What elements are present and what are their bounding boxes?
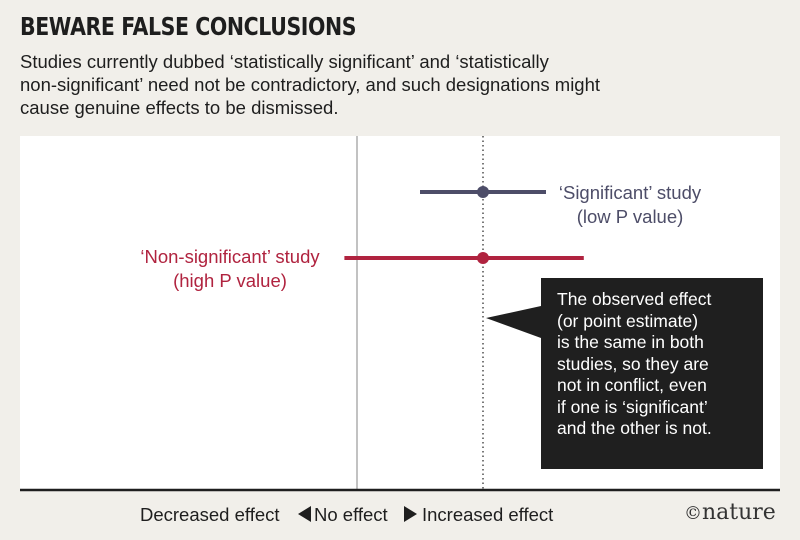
non-significant-study-pvalue: (high P value) [173, 270, 287, 291]
annotation-line: and the other is not. [557, 418, 712, 438]
nature-logo: ©nature [684, 500, 776, 525]
chart-title: BEWARE FALSE CONCLUSIONS [20, 12, 357, 41]
brand-name: nature [702, 500, 776, 525]
triangle-right-icon [404, 506, 417, 522]
non-significant-study-name: ‘Non-significant’ study [140, 246, 320, 267]
annotation-line: not in conflict, even [557, 375, 707, 395]
point-estimate-0 [477, 186, 489, 198]
annotation-line: if one is ‘significant’ [557, 396, 708, 417]
annotation-line: The observed effect [557, 289, 712, 309]
annotation-callout: The observed effect (or point estimate) … [541, 278, 763, 469]
significant-study-pvalue: (low P value) [576, 206, 684, 227]
x-tick-decreased: Decreased effect [140, 504, 280, 525]
significant-study-name: ‘Significant’ study [558, 182, 702, 203]
copyright-symbol: © [684, 503, 702, 524]
subtitle-line: Studies currently dubbed ‘statistically … [20, 51, 549, 72]
chart-subtitle: Studies currently dubbed ‘statistically … [20, 50, 710, 119]
subtitle-line: non-significant’ need not be contradicto… [20, 74, 601, 95]
x-tick-increased: Increased effect [422, 504, 554, 525]
callout-pointer [486, 306, 541, 338]
annotation-line: is the same in both [557, 332, 704, 352]
subtitle-line: cause genuine effects to be dismissed. [20, 97, 339, 118]
annotation-line: (or point estimate) [557, 310, 699, 331]
x-tick-no-effect: No effect [314, 504, 388, 525]
significant-study-label: ‘Significant’ study (low P value) [540, 181, 720, 229]
point-estimate-1 [477, 252, 489, 264]
x-axis-labels: Decreased effect No effect Increased eff… [0, 504, 800, 530]
triangle-left-icon [298, 506, 311, 522]
non-significant-study-label: ‘Non-significant’ study (high P value) [110, 245, 350, 293]
annotation-line: studies, so they are [557, 353, 709, 374]
